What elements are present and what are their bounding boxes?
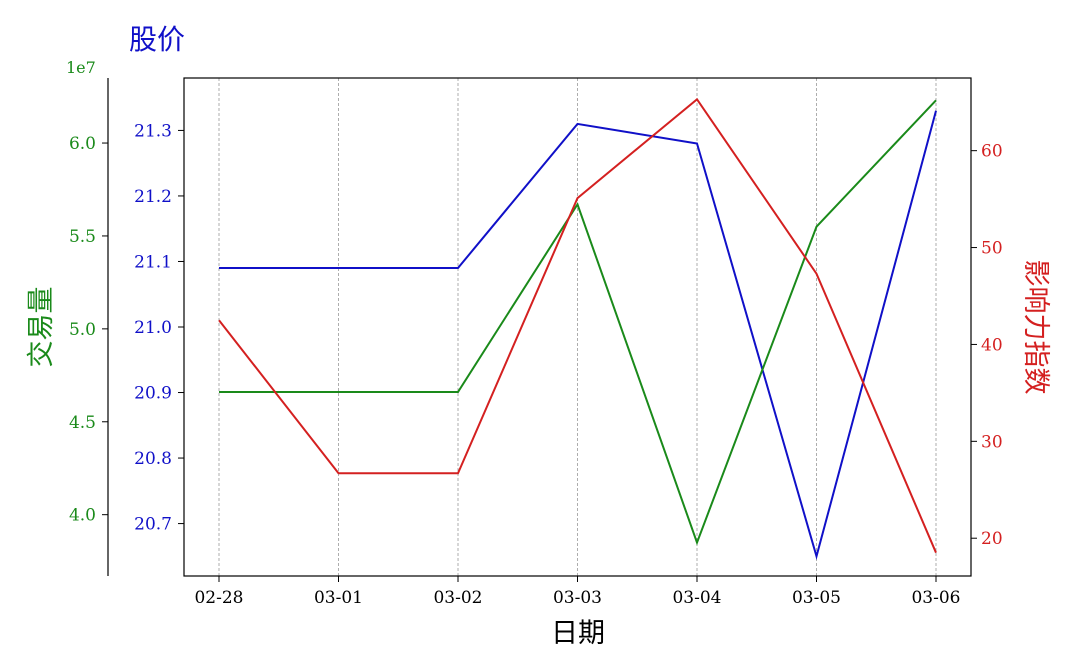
price-tick-label: 20.9 (134, 384, 172, 404)
influence-tick-label: 30 (981, 432, 1003, 452)
volume-tick-label: 5.0 (69, 320, 96, 340)
x-axis-label: 日期 (551, 618, 605, 648)
influence-tick-label: 20 (981, 529, 1003, 549)
volume-tick-label: 6.0 (69, 134, 96, 154)
x-tick-label: 03-02 (433, 588, 482, 608)
influence-tick-label: 40 (981, 335, 1003, 355)
x-tick-label: 03-04 (672, 588, 721, 608)
price-series-line (219, 110, 937, 561)
influence-series-line (218, 97, 937, 554)
influence-tick-label: 60 (981, 142, 1003, 162)
x-tick-label: 03-05 (792, 588, 841, 608)
x-axis-ticks: 02-28 03-01 03-02 03-03 03-04 03-05 03-06 (194, 576, 961, 608)
price-tick-label: 21.2 (134, 187, 172, 207)
volume-offset-label: 1e7 (66, 58, 96, 77)
volume-tick-label: 5.5 (69, 227, 96, 247)
series-lines (218, 97, 937, 561)
influence-tick-label: 50 (981, 239, 1003, 259)
x-tick-label: 03-01 (314, 588, 363, 608)
volume-axis-ticks: 4.0 4.5 5.0 5.5 6.0 (69, 134, 108, 526)
influence-axis-label: 影响力指数 (1020, 260, 1051, 395)
plot-frame (183, 77, 972, 577)
price-tick-label: 21.1 (134, 252, 172, 272)
grid-lines (218, 78, 937, 576)
volume-tick-label: 4.0 (69, 506, 96, 526)
price-tick-label: 21.3 (134, 121, 172, 141)
volume-series-line (219, 99, 937, 546)
volume-tick-label: 4.5 (69, 413, 96, 433)
x-tick-label: 02-28 (194, 588, 243, 608)
x-tick-label: 03-06 (911, 588, 960, 608)
volume-axis-label: 交易量 (26, 287, 57, 368)
price-tick-label: 20.8 (134, 449, 172, 469)
price-tick-label: 21.0 (134, 318, 172, 338)
influence-axis-ticks: 20 30 40 50 60 (971, 142, 1003, 549)
price-axis-ticks: 20.7 20.8 20.9 21.0 21.1 21.2 21.3 (134, 121, 184, 535)
x-tick-label: 03-03 (553, 588, 602, 608)
price-tick-label: 20.7 (134, 515, 172, 535)
price-axis-label: 股价 (129, 23, 185, 56)
